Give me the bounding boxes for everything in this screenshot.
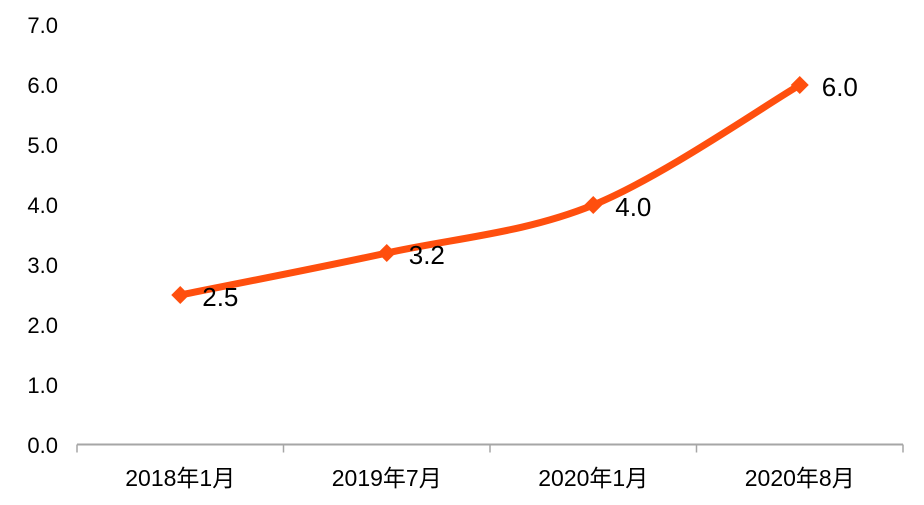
x-axis-tick-label: 2020年1月 [538, 465, 648, 491]
data-point-marker [377, 244, 396, 262]
series-line [176, 81, 804, 299]
y-axis-tick-label: 1.0 [27, 373, 58, 398]
x-axis-tick-label: 2020年8月 [745, 465, 855, 491]
y-axis-tick-label: 4.0 [27, 193, 58, 218]
data-point-marker [790, 76, 809, 94]
x-axis-tick-label: 2018年1月 [125, 465, 235, 491]
data-point-marker [584, 196, 603, 214]
data-label: 2.5 [202, 282, 238, 312]
data-label: 4.0 [615, 192, 651, 222]
x-axis-tick-label: 2019年7月 [332, 465, 442, 491]
y-axis-tick-label: 5.0 [27, 133, 58, 158]
y-axis-tick-label: 7.0 [27, 13, 58, 38]
data-label: 6.0 [822, 72, 858, 102]
data-point-marker [171, 286, 190, 304]
data-label: 3.2 [409, 240, 445, 270]
y-axis-tick-label: 3.0 [27, 253, 58, 278]
y-axis-tick-label: 2.0 [27, 313, 58, 338]
y-axis-tick-label: 6.0 [27, 73, 58, 98]
y-axis-tick-label: 0.0 [27, 433, 58, 458]
